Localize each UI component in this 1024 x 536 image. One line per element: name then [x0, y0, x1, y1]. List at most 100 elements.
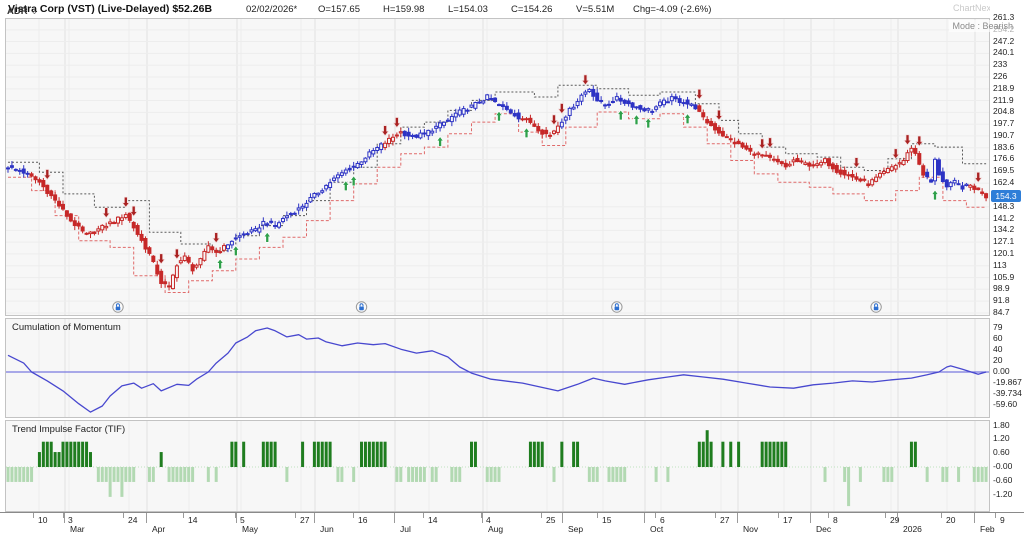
buy-arrow: [263, 231, 272, 243]
anchor-icon[interactable]: [355, 301, 368, 313]
axis-tick: [715, 513, 716, 518]
day-tick-label: 27: [720, 515, 730, 525]
axis-tick: [541, 513, 542, 518]
sell-arrow: [714, 109, 724, 121]
axis-tick-major: [394, 513, 395, 523]
axis-tick: [995, 513, 996, 518]
buy-arrow: [616, 109, 625, 121]
buy-arrow: [231, 245, 240, 257]
month-tick-label: May: [242, 524, 259, 534]
buy-arrow: [216, 258, 225, 270]
axis-tick: [597, 513, 598, 518]
axis-tick-major: [737, 513, 738, 523]
axis-tick-major: [146, 513, 147, 523]
momentum-tick-label: 79: [993, 321, 1003, 332]
price-tick-label: 211.9: [993, 94, 1014, 105]
tif-title: Trend Impulse Factor (TIF): [12, 424, 126, 435]
price-tick-label: 141.2: [993, 212, 1015, 223]
price-tick-label: 84.7: [993, 307, 1010, 317]
price-chart-canvas[interactable]: [6, 19, 989, 315]
sell-arrow: [172, 248, 182, 260]
day-tick-label: 10: [38, 515, 48, 525]
day-tick-label: 14: [188, 515, 198, 525]
axis-tick: [885, 513, 886, 518]
sell-arrow: [212, 232, 221, 244]
month-tick-label: Oct: [650, 524, 664, 534]
tif-canvas[interactable]: [6, 421, 989, 511]
tif-panel[interactable]: Trend Impulse Factor (TIF): [5, 420, 990, 512]
price-tick-label: 226: [993, 70, 1008, 81]
price-chart-panel[interactable]: [5, 18, 990, 316]
quote-close: C=154.26: [511, 4, 553, 15]
sell-arrow: [392, 117, 401, 129]
price-tick-label: 261.3: [993, 12, 1015, 22]
axis-tick: [941, 513, 942, 518]
sell-arrow: [758, 138, 767, 150]
sell-arrow: [903, 134, 912, 146]
quote-date: 02/02/2026*: [246, 4, 298, 15]
day-tick-label: 8: [833, 515, 838, 525]
day-tick-label: 15: [602, 515, 612, 525]
candlestick-series: [6, 85, 989, 291]
sell-arrow: [380, 125, 390, 137]
buy-arrow: [349, 175, 358, 187]
month-tick-label: Nov: [743, 524, 759, 534]
sell-arrow: [121, 196, 130, 208]
buy-arrow: [494, 110, 504, 122]
sell-arrow: [974, 171, 983, 183]
price-tick-label: 218.9: [993, 82, 1015, 93]
quote-change: Chg=-4.09 (-2.6%): [633, 4, 712, 15]
buy-arrow: [683, 113, 692, 125]
mode-badge: Mode : Bearish: [949, 20, 1016, 32]
price-tick-label: 240.1: [993, 47, 1015, 58]
buy-arrow: [632, 114, 641, 126]
month-tick-label: 2026: [903, 524, 922, 534]
price-tick-label: 204.8: [993, 106, 1015, 117]
momentum-title: Cumulation of Momentum: [12, 322, 121, 333]
sell-arrow: [695, 88, 704, 100]
anchor-icon[interactable]: [112, 301, 124, 313]
price-axis[interactable]: 261.3254.2247.2240.1233226218.9211.9204.…: [990, 0, 1024, 512]
sell-arrow: [102, 207, 111, 219]
axis-tick: [63, 513, 64, 518]
upper-trail-line: [8, 84, 987, 252]
day-tick-label: 27: [300, 515, 310, 525]
axis-tick: [481, 513, 482, 518]
month-tick-label: Sep: [568, 524, 584, 534]
price-tick-label: 197.7: [993, 118, 1015, 129]
momentum-canvas[interactable]: [6, 319, 989, 417]
day-tick-label: 5: [240, 515, 245, 525]
buy-arrow: [435, 135, 445, 147]
momentum-tick-label: 0.00: [993, 366, 1010, 376]
quote-volume: V=5.51M: [576, 4, 615, 15]
momentum-tick-label: -59.60: [993, 399, 1018, 410]
month-tick-label: Jul: [400, 524, 411, 534]
anchor-icon[interactable]: [611, 301, 623, 313]
adr-label: ADR: [7, 6, 28, 17]
price-tick-label: 162.4: [993, 177, 1015, 188]
day-tick-label: 9: [1000, 515, 1005, 525]
tif-tick-label: 0.60: [993, 447, 1010, 458]
axis-tick-major: [562, 513, 563, 523]
momentum-line: [7, 327, 987, 413]
adr-dropdown[interactable]: ADR ⌄: [7, 6, 38, 17]
anchor-icon[interactable]: [870, 301, 882, 313]
tif-tick-label: 1.80: [993, 419, 1010, 430]
quote-header: Vistra Corp (VST) (Live-Delayed) $52.26B…: [0, 0, 1024, 18]
price-tick-label: 190.7: [993, 129, 1015, 140]
momentum-panel[interactable]: Cumulation of Momentum: [5, 318, 990, 418]
axis-tick: [778, 513, 779, 518]
quote-high: H=159.98: [383, 4, 425, 15]
month-tick-label: Dec: [816, 524, 832, 534]
sell-arrow: [765, 137, 775, 149]
price-tick-label: 176.6: [993, 153, 1015, 164]
month-tick-label: Apr: [152, 524, 166, 534]
price-tick-label: 127.1: [993, 236, 1015, 247]
sell-arrow: [157, 253, 166, 265]
buy-arrow: [930, 189, 940, 201]
sell-arrow: [549, 114, 559, 126]
price-tick-label: 148.3: [993, 200, 1015, 211]
time-axis[interactable]: 10 3 24 14 5 27 16 14 4 25 15 6 27 17 8 29 20 9 Mar Apr May J…: [0, 512, 1024, 536]
momentum-tick-label: 40: [993, 343, 1003, 354]
month-tick-label: Feb: [980, 524, 995, 534]
